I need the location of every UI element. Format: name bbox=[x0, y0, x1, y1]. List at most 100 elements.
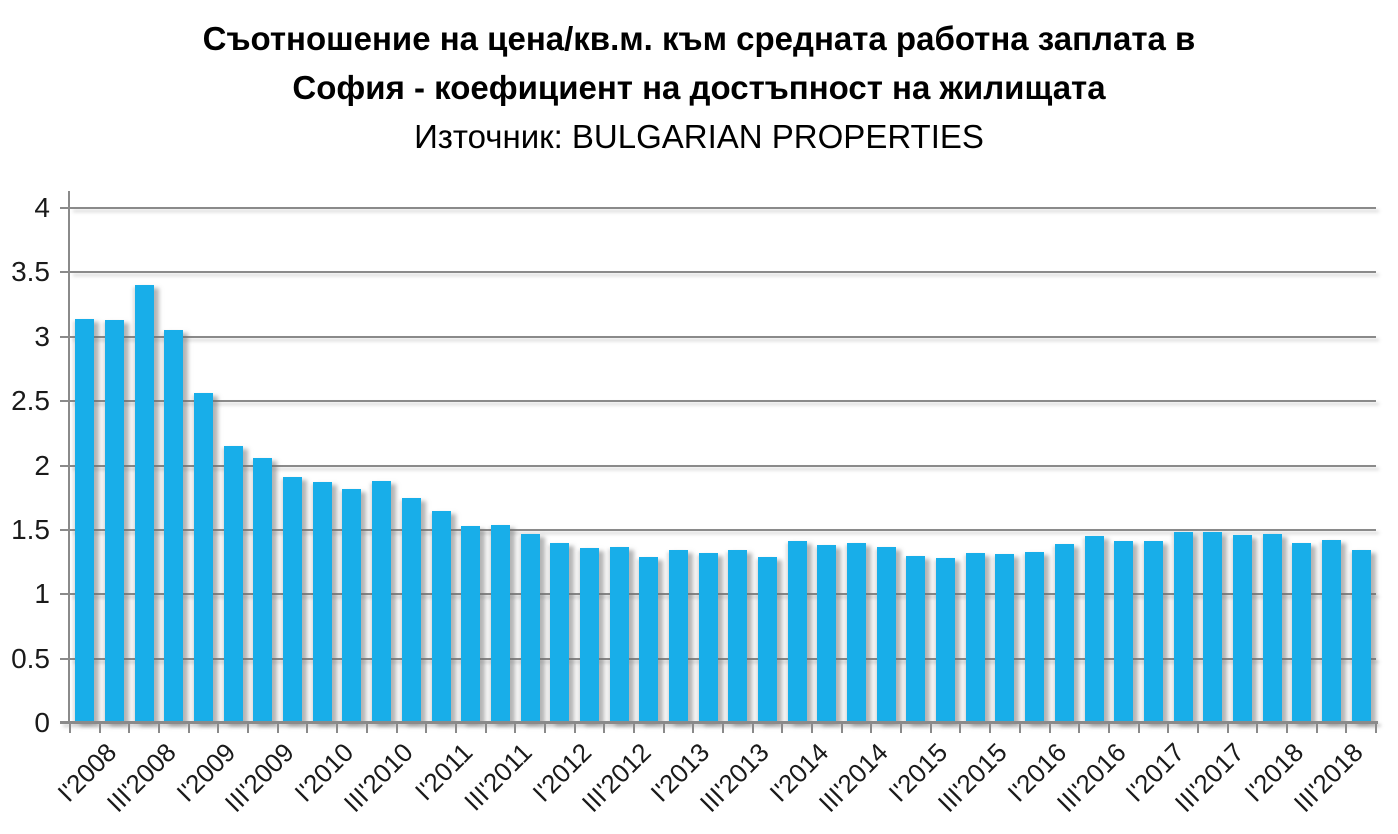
y-axis-label: 2.5 bbox=[11, 385, 50, 417]
x-axis-tick bbox=[900, 723, 903, 733]
x-axis-tick bbox=[751, 723, 754, 733]
bar-IV'2008 bbox=[164, 330, 184, 723]
bar-IV'2013 bbox=[758, 556, 778, 723]
bar-I'2014 bbox=[787, 541, 807, 723]
x-axis-tick bbox=[603, 723, 606, 733]
bar-I'2017 bbox=[1143, 541, 1163, 723]
bar-IV'2018 bbox=[1351, 550, 1371, 723]
bar-IV'2011 bbox=[520, 533, 540, 723]
x-axis-tick bbox=[306, 723, 309, 733]
x-axis-tick bbox=[692, 723, 695, 733]
bar-II'2013 bbox=[698, 553, 718, 723]
bar-IV'2017 bbox=[1232, 535, 1252, 723]
y-axis-tick bbox=[60, 464, 70, 467]
x-axis-tick bbox=[217, 723, 220, 733]
y-axis-label: 3 bbox=[34, 320, 50, 352]
x-axis-tick bbox=[1226, 723, 1229, 733]
x-axis-tick bbox=[543, 723, 546, 733]
bar-III'2018 bbox=[1321, 540, 1341, 723]
x-axis-tick bbox=[158, 723, 161, 733]
bar-III'2015 bbox=[965, 553, 985, 723]
bar-II'2011 bbox=[461, 526, 481, 723]
x-axis-tick bbox=[1345, 723, 1348, 733]
bar-IV'2016 bbox=[1114, 541, 1134, 723]
x-axis-tick bbox=[98, 723, 101, 733]
y-axis-tick bbox=[60, 657, 70, 660]
bar-II'2014 bbox=[817, 545, 837, 723]
bar-IV'2010 bbox=[401, 497, 421, 723]
chart-title-line1: Съотношение на цена/кв.м. към средната р… bbox=[202, 20, 1196, 57]
x-axis-tick bbox=[1107, 723, 1110, 733]
x-axis-tick bbox=[1167, 723, 1170, 733]
bar-II'2010 bbox=[342, 488, 362, 723]
x-axis-tick bbox=[425, 723, 428, 733]
bar-III'2016 bbox=[1084, 536, 1104, 723]
bar-III'2008 bbox=[134, 285, 154, 723]
bar-III'2017 bbox=[1203, 532, 1223, 723]
y-axis-tick bbox=[60, 335, 70, 338]
bar-III'2011 bbox=[490, 524, 510, 723]
bar-I'2013 bbox=[668, 550, 688, 723]
bar-I'2011 bbox=[431, 510, 451, 723]
y-axis-tick bbox=[60, 271, 70, 274]
x-axis-tick bbox=[989, 723, 992, 733]
gridline-4 bbox=[70, 207, 1376, 209]
x-axis-tick bbox=[336, 723, 339, 733]
x-axis-line bbox=[60, 721, 1378, 724]
gridline-1 bbox=[70, 593, 1376, 596]
gridline-1.5 bbox=[70, 528, 1376, 531]
x-axis-labels: I'2008 III'2008 I'2009 III'2009 I'2010 III'20… bbox=[51, 723, 1376, 834]
bar-II'2009 bbox=[223, 446, 243, 723]
y-axis-label: 1.5 bbox=[11, 513, 50, 545]
y-axis-label: 0.5 bbox=[11, 642, 50, 674]
bar-III'2013 bbox=[728, 550, 748, 723]
bar-IV'2009 bbox=[283, 477, 303, 723]
x-axis-tick bbox=[276, 723, 279, 733]
x-axis-tick bbox=[365, 723, 368, 733]
x-axis-tick bbox=[69, 723, 71, 733]
x-axis-tick bbox=[1048, 723, 1051, 733]
bar-II'2012 bbox=[579, 547, 599, 723]
chart-title-line2: София - коефициент на достъпност на жили… bbox=[292, 69, 1106, 106]
x-axis-tick bbox=[929, 723, 932, 733]
x-axis-tick bbox=[1196, 723, 1199, 733]
bar-I'2008 bbox=[75, 318, 95, 723]
y-axis-tick bbox=[60, 207, 70, 209]
bar-III'2009 bbox=[253, 457, 273, 723]
x-axis-tick bbox=[454, 723, 457, 733]
x-axis-tick bbox=[1078, 723, 1081, 733]
bar-III'2014 bbox=[847, 542, 867, 723]
x-axis-tick bbox=[1315, 723, 1318, 733]
y-axis-tick bbox=[60, 528, 70, 531]
bar-II'2016 bbox=[1054, 544, 1074, 723]
x-axis-tick bbox=[632, 723, 635, 733]
y-axis-tick bbox=[60, 593, 70, 596]
y-axis-labels: 0 0.5 1 1.5 2 2.5 3 3.5 4 bbox=[0, 192, 70, 738]
y-axis-label: 2 bbox=[34, 449, 50, 481]
x-axis-tick bbox=[811, 723, 814, 733]
x-axis-tick bbox=[1018, 723, 1021, 733]
y-axis-tick bbox=[60, 400, 70, 403]
bar-I'2016 bbox=[1025, 551, 1045, 723]
y-axis-label: 3.5 bbox=[11, 256, 50, 288]
bar-IV'2015 bbox=[995, 554, 1015, 723]
x-axis-tick bbox=[840, 723, 843, 733]
bar-IV'2014 bbox=[876, 546, 896, 723]
y-axis-line bbox=[68, 191, 70, 723]
bar-III'2012 bbox=[609, 546, 629, 723]
bar-I'2010 bbox=[312, 482, 332, 723]
bar-IV'2012 bbox=[639, 556, 659, 723]
bar-II'2017 bbox=[1173, 532, 1193, 723]
chart-subtitle: Източник: BULGARIAN PROPERTIES bbox=[414, 118, 984, 155]
y-axis-label: 0 bbox=[34, 707, 50, 738]
x-axis-tick bbox=[870, 723, 873, 733]
gridline-3.5 bbox=[70, 271, 1376, 274]
bar-I'2012 bbox=[550, 542, 570, 723]
gridline-2 bbox=[70, 464, 1376, 467]
plot-area bbox=[60, 191, 1378, 733]
gridline-2.5 bbox=[70, 400, 1376, 403]
x-axis-tick bbox=[395, 723, 398, 733]
gridline-3 bbox=[70, 335, 1376, 338]
gridline-0.5 bbox=[70, 657, 1376, 660]
